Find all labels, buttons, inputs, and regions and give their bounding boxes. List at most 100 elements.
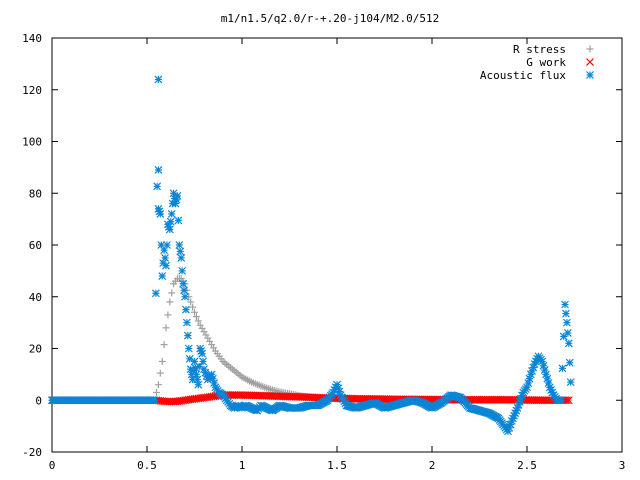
data-point <box>150 396 159 405</box>
data-point <box>565 358 574 367</box>
data-point <box>192 313 200 321</box>
data-point <box>562 318 571 327</box>
data-point <box>154 75 163 84</box>
data-point <box>166 217 175 226</box>
legend-marker <box>586 45 594 53</box>
x-tick-label: 0 <box>49 459 56 472</box>
data-point <box>163 241 171 249</box>
data-point <box>562 396 571 405</box>
legend-marker <box>586 58 594 66</box>
data-point <box>538 357 547 366</box>
data-point <box>542 396 550 405</box>
data-point <box>184 344 193 353</box>
data-point <box>163 397 172 406</box>
data-point <box>167 210 176 218</box>
y-tick-label: 100 <box>22 136 42 149</box>
data-point <box>187 298 195 306</box>
data-point <box>561 300 569 309</box>
data-point <box>164 311 172 319</box>
data-point <box>194 317 202 325</box>
data-point <box>467 395 476 404</box>
y-tick-label: 140 <box>22 32 42 45</box>
data-point <box>562 309 570 318</box>
x-tick-label: 2.5 <box>517 459 537 472</box>
data-point <box>168 289 176 297</box>
data-point <box>158 357 166 365</box>
data-point <box>469 395 478 404</box>
data-point <box>180 286 188 295</box>
data-point <box>160 341 168 349</box>
data-point <box>175 241 184 249</box>
data-point <box>558 364 567 373</box>
data-point <box>475 395 484 404</box>
data-point <box>335 387 344 396</box>
data-point <box>174 216 183 225</box>
data-point <box>485 395 493 404</box>
legend-marker <box>586 71 594 79</box>
data-point <box>182 305 190 314</box>
data-point <box>162 261 170 270</box>
data-point <box>477 395 486 404</box>
data-point <box>564 339 573 348</box>
data-point <box>160 246 169 255</box>
data-point <box>178 266 187 275</box>
y-tick-label: 60 <box>29 239 42 252</box>
data-point <box>165 397 174 406</box>
y-tick-label: 80 <box>29 187 42 200</box>
data-point <box>234 391 243 399</box>
data-point <box>158 272 167 280</box>
data-point <box>165 225 174 234</box>
data-point <box>488 395 497 404</box>
data-point <box>557 396 566 405</box>
data-point <box>198 349 207 358</box>
data-point <box>523 383 531 392</box>
data-point <box>490 395 499 404</box>
data-point <box>151 289 160 298</box>
data-point <box>566 378 575 387</box>
data-point <box>189 303 197 311</box>
data-point <box>153 182 162 191</box>
data-point <box>182 318 191 327</box>
x-tick-label: 0.5 <box>137 459 157 472</box>
data-point <box>500 395 509 404</box>
data-point <box>181 292 189 301</box>
data-point <box>154 381 162 389</box>
x-tick-label: 1 <box>239 459 246 472</box>
data-point <box>156 210 165 218</box>
y-tick-label: 0 <box>35 394 42 407</box>
y-tick-label: 20 <box>29 343 42 356</box>
y-tick-label: -20 <box>22 446 42 459</box>
axes: 0 0.5 1 1.5 2 2.5 3 -20 0 20 40 60 80 100 120 140 <box>22 32 625 472</box>
data-point <box>473 395 482 404</box>
legend-label: R stress <box>513 43 566 56</box>
x-tick-label: 3 <box>619 459 626 472</box>
data-point <box>177 254 186 262</box>
data-point <box>483 395 492 404</box>
data-point <box>194 380 203 389</box>
x-tick-label: 1.5 <box>327 459 347 472</box>
series-acoustic-flux <box>48 75 575 436</box>
data-point <box>154 166 163 174</box>
data-point <box>492 395 501 404</box>
data-point <box>183 331 192 340</box>
data-point <box>166 298 174 306</box>
chart-title: m1/n1.5/q2.0/r-+.20-j104/M2.0/512 <box>221 12 440 25</box>
data-point <box>564 396 573 405</box>
data-point <box>156 369 164 377</box>
data-point <box>232 391 241 399</box>
data-point <box>179 279 188 288</box>
data-point <box>207 370 216 379</box>
data-point <box>226 391 235 399</box>
data-point <box>513 404 522 412</box>
y-tick-label: 40 <box>29 291 42 304</box>
data-point <box>496 395 505 404</box>
data-point <box>153 388 160 396</box>
data-point <box>230 391 239 399</box>
data-point <box>176 247 185 256</box>
data-point <box>498 395 507 404</box>
data-point <box>162 324 170 332</box>
data-point <box>199 357 207 366</box>
data-point <box>486 395 495 404</box>
data-point <box>479 395 488 404</box>
